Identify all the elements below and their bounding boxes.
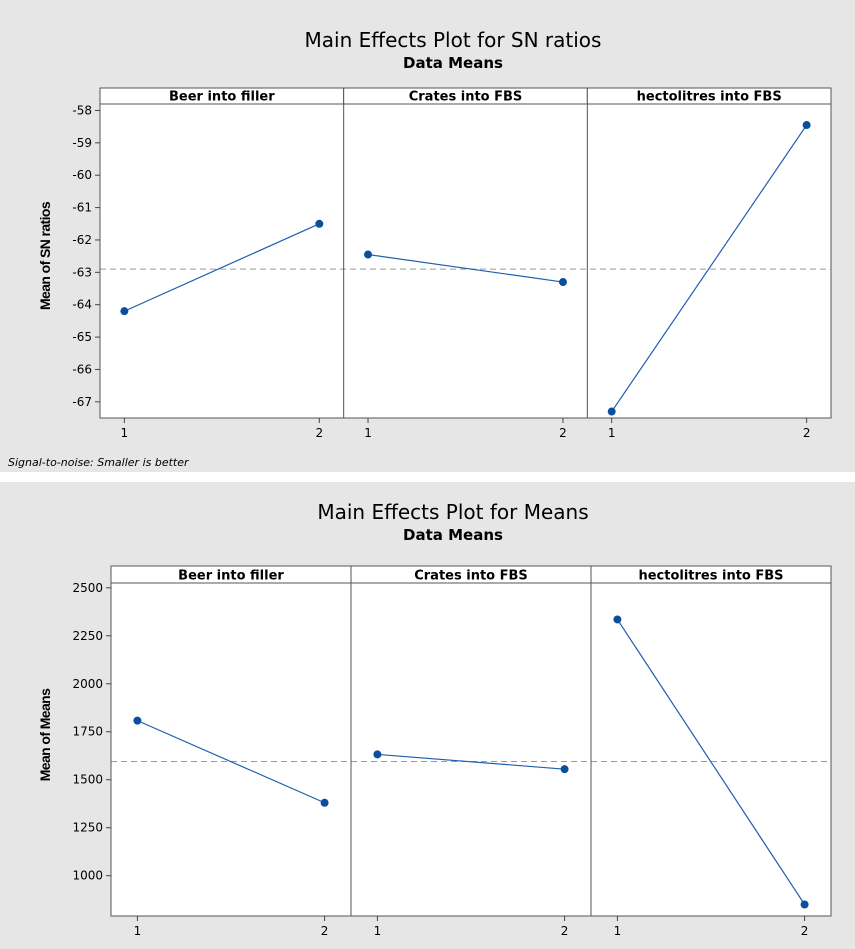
y-tick-label: -58	[72, 103, 92, 117]
x-tick-label: 1	[614, 924, 622, 938]
plot-area: Beer into filler Crates into FBS hectolitr…	[72, 565, 832, 938]
panel-background	[351, 583, 591, 916]
data-point	[315, 219, 324, 228]
data-point	[800, 900, 809, 909]
panel-strip-label: Beer into filler	[169, 90, 275, 105]
data-point	[373, 750, 382, 759]
data-point	[133, 716, 142, 725]
panel-strip-label: Crates into FBS	[409, 90, 523, 105]
data-point	[320, 798, 329, 807]
y-tick-label: 1500	[72, 773, 103, 787]
series-line	[367, 253, 564, 283]
series-line	[377, 753, 565, 770]
data-point	[558, 278, 567, 287]
y-tick-label: 2500	[72, 581, 103, 595]
x-tick-label: 1	[121, 426, 129, 440]
panel-strip-label: hectolitres into FBS	[637, 90, 782, 105]
x-tick-label: 2	[315, 426, 323, 440]
chart-subtitle: Data Means	[403, 54, 503, 72]
means-figure: Main Effects Plot for Means Data Means M…	[0, 482, 855, 949]
y-tick-label: -66	[72, 362, 92, 376]
data-point	[613, 615, 622, 624]
data-point	[802, 121, 811, 130]
y-tick-label: -62	[72, 233, 92, 247]
data-point	[560, 765, 569, 774]
footnote: Signal-to-noise: Smaller is better	[8, 456, 190, 469]
sn-ratios-chart: Main Effects Plot for SN ratios Data Mea…	[8, 28, 832, 469]
x-tick-label: 2	[559, 426, 567, 440]
chart-title: Main Effects Plot for Means	[317, 500, 588, 524]
x-tick-label: 1	[608, 426, 616, 440]
y-axis-label: Mean of Means	[37, 688, 53, 781]
x-tick-label: 2	[561, 924, 569, 938]
y-tick-label: -61	[72, 201, 92, 215]
panel-background	[111, 583, 351, 916]
y-tick-label: 1750	[72, 725, 103, 739]
y-tick-label: -65	[72, 330, 92, 344]
x-tick-label: 2	[321, 924, 329, 938]
y-tick-label: 2000	[72, 677, 103, 691]
y-tick-label: -60	[72, 168, 92, 182]
x-tick-label: 1	[364, 426, 372, 440]
series-line	[124, 223, 320, 312]
series-line	[616, 619, 806, 905]
panel-background	[591, 583, 831, 916]
panel-strip-label: Crates into FBS	[414, 569, 528, 584]
series-line	[137, 720, 325, 804]
chart-title: Main Effects Plot for SN ratios	[305, 28, 602, 52]
y-axis-label: Mean of SN ratios	[37, 201, 53, 310]
plot-frame	[99, 103, 832, 419]
data-point	[607, 407, 616, 416]
x-tick-label: 1	[374, 924, 382, 938]
x-tick-label: 1	[134, 924, 142, 938]
data-point	[120, 307, 129, 316]
means-chart: Main Effects Plot for Means Data Means M…	[37, 500, 832, 938]
y-tick-label: -63	[72, 265, 92, 279]
data-point	[364, 250, 373, 259]
panel-strip-label: Beer into filler	[178, 569, 284, 584]
plot-frame	[110, 582, 832, 917]
plot-area: Beer into filler Crates into FBS hectolitr…	[72, 87, 832, 440]
chart-subtitle: Data Means	[403, 526, 503, 544]
y-tick-label: 1250	[72, 821, 103, 835]
panel-strip-label: hectolitres into FBS	[638, 569, 783, 584]
sn-ratios-figure: Main Effects Plot for SN ratios Data Mea…	[0, 0, 855, 472]
y-tick-label: 1000	[72, 869, 103, 883]
x-tick-label: 2	[803, 426, 811, 440]
y-tick-label: -67	[72, 395, 92, 409]
panel-background	[100, 104, 344, 418]
series-line	[611, 124, 808, 412]
panel-background	[343, 104, 588, 418]
y-tick-label: -64	[72, 298, 92, 312]
y-tick-label: 2250	[72, 629, 103, 643]
y-tick-label: -59	[72, 136, 92, 150]
x-tick-label: 2	[801, 924, 809, 938]
panel-background	[587, 104, 831, 418]
